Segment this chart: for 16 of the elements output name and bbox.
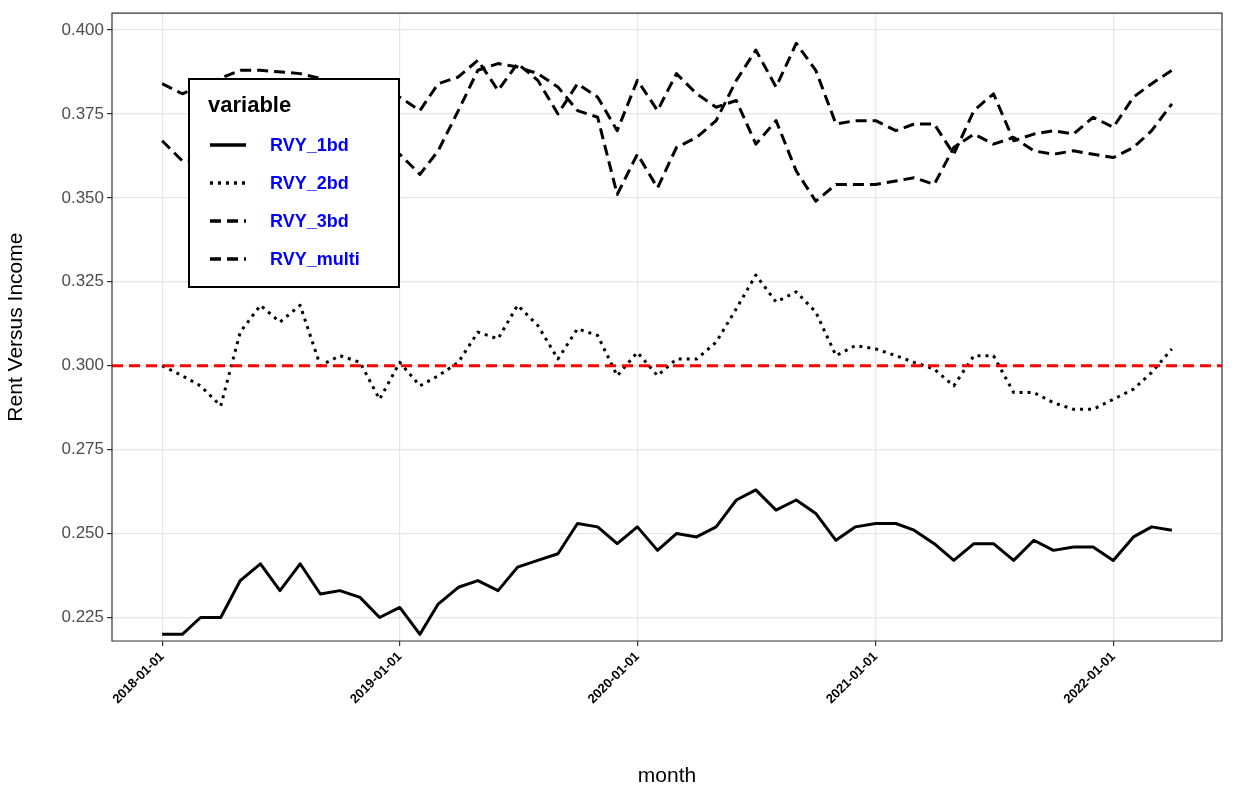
line-series [160,273,1174,411]
legend-label: RVY_1bd [270,134,349,156]
y-tick-label: 0.300 [61,355,104,375]
legend-label: RVY_multi [270,248,360,270]
y-tick-label: 0.375 [61,103,104,123]
y-tick-label: 0.400 [61,19,104,39]
x-axis-title: month [637,763,697,787]
y-axis-title: Rent Versus Income [3,232,27,422]
y-tick-label: 0.225 [61,607,104,627]
y-tick-label: 0.250 [61,523,104,543]
legend-label: RVY_3bd [270,210,349,232]
legend-title: variable [208,92,293,119]
y-tick-label: 0.350 [61,187,104,207]
y-tick-label: 0.325 [61,271,104,291]
legend-label: RVY_2bd [270,172,349,194]
y-tick-label: 0.275 [61,439,104,459]
